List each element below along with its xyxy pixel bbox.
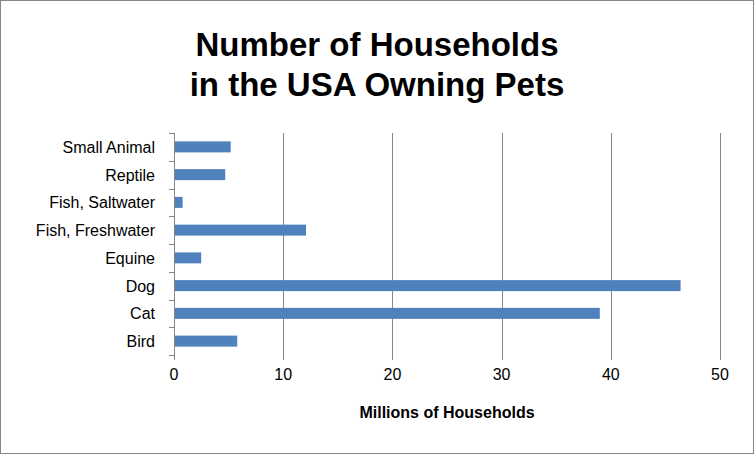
y-tick — [169, 189, 175, 190]
y-tick — [169, 161, 175, 162]
grid-line — [502, 133, 503, 355]
x-tick — [502, 355, 503, 360]
y-tick-label: Equine — [105, 250, 155, 267]
bar — [175, 336, 237, 347]
x-tick-label: 10 — [274, 366, 292, 383]
grid-line — [392, 133, 393, 355]
grid-line — [611, 133, 612, 355]
bar — [175, 197, 183, 208]
bar — [175, 252, 201, 263]
y-tick — [169, 272, 175, 273]
x-tick — [720, 355, 721, 360]
y-tick-label: Fish, Freshwater — [36, 222, 156, 239]
y-tick-label: Cat — [130, 305, 155, 322]
chart-svg: Number of Householdsin the USA Owning Pe… — [0, 0, 754, 454]
x-tick-label: 30 — [493, 366, 511, 383]
y-tick — [169, 133, 175, 134]
grid-line — [720, 133, 721, 355]
y-tick-label: Reptile — [105, 167, 155, 184]
y-tick — [169, 355, 175, 356]
y-tick — [169, 216, 175, 217]
y-tick-label: Dog — [126, 278, 155, 295]
bar — [175, 169, 225, 180]
x-tick-label: 40 — [602, 366, 620, 383]
grid-line — [283, 133, 284, 355]
bar — [175, 225, 306, 236]
title-line: in the USA Owning Pets — [190, 66, 565, 103]
bar — [175, 308, 600, 319]
chart-border — [1, 1, 754, 454]
y-tick — [169, 244, 175, 245]
x-tick — [392, 355, 393, 360]
bars — [175, 141, 681, 346]
y-tick — [169, 300, 175, 301]
title-line: Number of Households — [195, 26, 558, 63]
x-tick-label: 20 — [384, 366, 402, 383]
x-tick — [611, 355, 612, 360]
y-tick-label: Small Animal — [63, 139, 155, 156]
x-tick — [283, 355, 284, 360]
bar — [175, 280, 681, 291]
x-tick-label: 0 — [170, 366, 179, 383]
y-tick-label: Fish, Saltwater — [49, 194, 155, 211]
bar — [175, 141, 231, 152]
chart-title: Number of Householdsin the USA Owning Pe… — [190, 26, 565, 103]
x-tick-label: 50 — [711, 366, 729, 383]
x-axis-label: Millions of Households — [359, 404, 534, 421]
y-tick-label: Bird — [127, 333, 155, 350]
y-tick — [169, 327, 175, 328]
chart-root: Number of Householdsin the USA Owning Pe… — [0, 0, 754, 454]
